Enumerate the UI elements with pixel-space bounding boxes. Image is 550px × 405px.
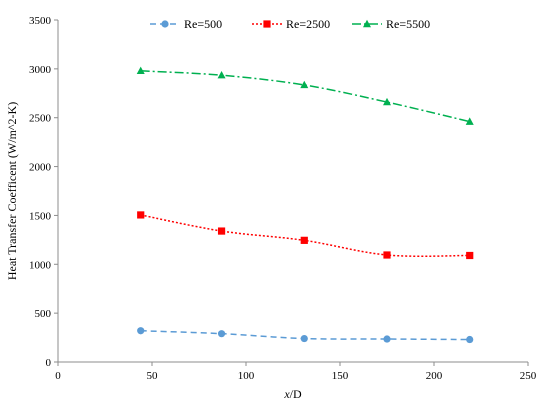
x-axis-title: x/D xyxy=(283,387,302,401)
legend-label: Re=5500 xyxy=(386,17,430,31)
y-tick-label: 3500 xyxy=(29,15,52,27)
x-tick-label: 250 xyxy=(520,370,537,382)
data-point-re-5500 xyxy=(383,97,391,106)
series-re-500 xyxy=(137,327,474,344)
data-point-re-2500 xyxy=(137,211,145,219)
x-axis-ticks: 0 50 100 150 200 250 xyxy=(55,362,537,382)
x-tick-label: 100 xyxy=(238,370,255,382)
data-point-re-500 xyxy=(300,334,308,343)
y-tick-label: 2500 xyxy=(29,113,52,125)
legend-label: Re=500 xyxy=(184,17,222,31)
data-point-re-5500 xyxy=(136,66,145,75)
x-axis-title-rest: /D xyxy=(290,387,302,401)
data-point-re-500 xyxy=(466,335,474,344)
data-point-re-5500 xyxy=(465,117,474,125)
y-axis-title: Heat Transfer Coefficent (W/m^2-K) xyxy=(5,102,19,280)
x-tick-label: 0 xyxy=(55,370,61,382)
series-re-5500 xyxy=(136,66,474,125)
data-point-re-2500 xyxy=(466,251,474,260)
legend-label: Re=2500 xyxy=(286,17,330,31)
data-point-re-5500 xyxy=(217,71,226,79)
series-line-re-2500 xyxy=(140,214,470,257)
legend-item-re-2500: Re=2500 xyxy=(252,17,330,31)
data-point-re-500 xyxy=(137,327,145,335)
y-tick-label: 1500 xyxy=(29,210,52,222)
legend-swatch-marker xyxy=(161,20,169,28)
series-re-2500 xyxy=(137,211,474,260)
x-tick-label: 150 xyxy=(332,370,349,382)
series-line-re-5500 xyxy=(140,70,470,123)
data-point-re-2500 xyxy=(383,251,391,259)
y-tick-label: 500 xyxy=(35,308,52,320)
y-tick-label: 3000 xyxy=(29,64,52,76)
x-axis-title-italic: x xyxy=(283,387,290,401)
data-point-re-500 xyxy=(383,335,391,343)
data-point-re-2500 xyxy=(217,227,226,235)
legend: Re=500 Re=2500 Re=5500 xyxy=(150,17,430,31)
data-point-re-500 xyxy=(217,330,226,338)
legend-swatch-marker xyxy=(263,20,271,28)
series-layer xyxy=(136,66,474,344)
legend-swatch-marker xyxy=(363,19,371,28)
y-tick-label: 0 xyxy=(46,357,52,369)
x-tick-label: 200 xyxy=(426,370,443,382)
legend-item-re-5500: Re=5500 xyxy=(352,17,430,31)
data-point-re-2500 xyxy=(300,236,308,244)
data-point-re-5500 xyxy=(300,80,309,89)
y-tick-label: 2000 xyxy=(29,162,52,174)
x-tick-label: 50 xyxy=(147,370,159,382)
y-axis-ticks: 0 500 1000 1500 2000 2500 3000 3500 xyxy=(29,15,58,369)
y-tick-label: 1000 xyxy=(29,259,52,271)
legend-item-re-500: Re=500 xyxy=(150,17,222,31)
